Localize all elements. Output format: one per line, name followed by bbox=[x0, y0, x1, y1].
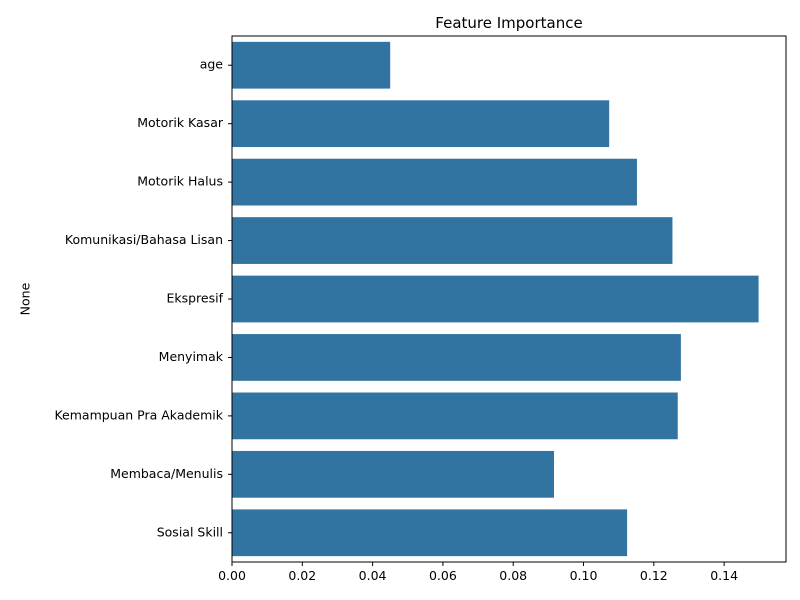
bar-3 bbox=[232, 217, 673, 264]
y-ticks-layer: age Motorik Kasar Motorik Halus Komunikasi/… bbox=[54, 57, 232, 539]
bar-8 bbox=[232, 509, 628, 557]
y-tick-label-6: Kemampuan Pra Akademik bbox=[54, 407, 223, 422]
y-tick-label-8: Sosial Skill bbox=[157, 524, 223, 539]
bar-0 bbox=[232, 41, 391, 89]
bar-2 bbox=[232, 158, 637, 206]
y-tick-label-0: age bbox=[200, 57, 224, 72]
bar-7 bbox=[232, 450, 554, 498]
y-tick-label-2: Motorik Halus bbox=[137, 174, 223, 189]
x-ticks-layer: 0.00 0.02 0.04 0.06 0.08 0.10 0.12 0.14 bbox=[218, 562, 738, 583]
chart-title: Feature Importance bbox=[435, 14, 582, 32]
x-tick-label-4: 0.08 bbox=[499, 568, 527, 583]
x-tick-label-5: 0.10 bbox=[570, 568, 598, 583]
y-tick-label-1: Motorik Kasar bbox=[137, 115, 224, 130]
bar-4 bbox=[232, 275, 759, 323]
bar-6 bbox=[232, 392, 678, 440]
y-tick-label-5: Menyimak bbox=[159, 349, 224, 364]
x-tick-label-7: 0.14 bbox=[710, 568, 738, 583]
x-tick-label-6: 0.12 bbox=[640, 568, 668, 583]
x-tick-label-3: 0.06 bbox=[429, 568, 457, 583]
bars-layer bbox=[232, 41, 759, 557]
bar-1 bbox=[232, 100, 610, 148]
x-tick-label-0: 0.00 bbox=[218, 568, 246, 583]
x-tick-label-2: 0.04 bbox=[359, 568, 387, 583]
bar-5 bbox=[232, 334, 681, 381]
y-tick-label-3: Komunikasi/Bahasa Lisan bbox=[65, 232, 223, 247]
y-axis-label: None bbox=[18, 282, 33, 315]
x-tick-label-1: 0.02 bbox=[288, 568, 316, 583]
y-tick-label-7: Membaca/Menulis bbox=[110, 466, 223, 481]
plot-frame bbox=[231, 35, 787, 563]
y-tick-label-4: Ekspresif bbox=[166, 291, 223, 306]
